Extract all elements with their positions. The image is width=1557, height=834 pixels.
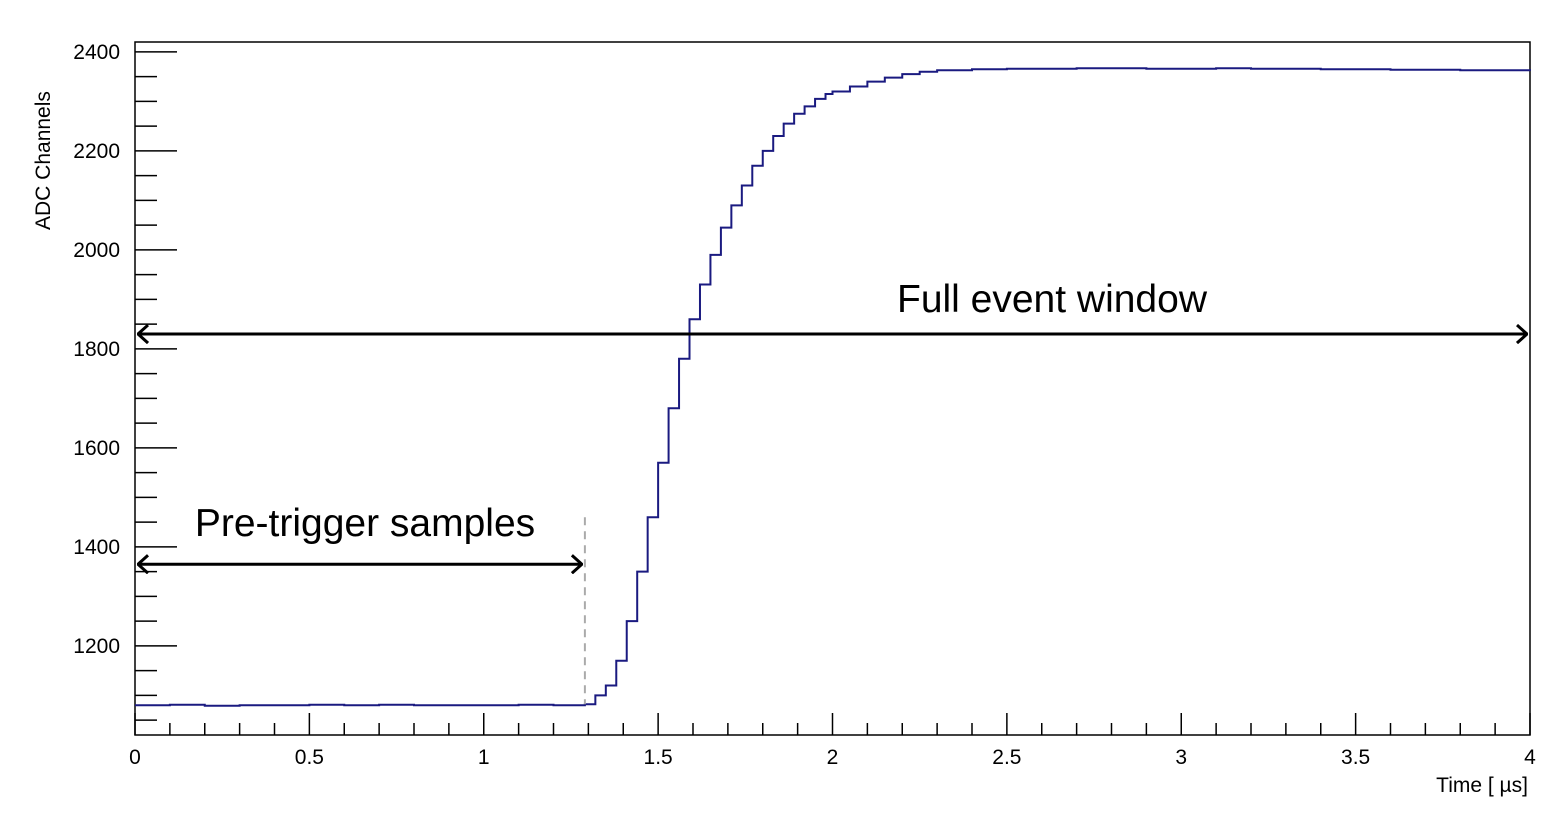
annotation-label: Full event window <box>897 278 1208 321</box>
y-axis-tick-labels: 1200 1400 1600 1800 2000 2200 2400 <box>73 41 120 658</box>
annotation-label: Pre-trigger samples <box>195 502 535 545</box>
y-tick-label: 2200 <box>73 140 120 163</box>
x-tick-label: 2 <box>827 746 839 769</box>
y-tick-label: 1400 <box>73 536 120 559</box>
x-tick-label: 0.5 <box>295 746 324 769</box>
plot-frame <box>134 41 1531 736</box>
x-axis-title: Time [ µs] <box>1436 774 1528 797</box>
x-tick-label: 0 <box>129 746 141 769</box>
annotations-layer: Full event window Pre-trigger samples <box>138 278 1527 564</box>
y-tick-label: 1600 <box>73 437 120 460</box>
y-axis-title: ADC Channels <box>32 91 55 230</box>
x-tick-label: 4 <box>1524 746 1536 769</box>
x-tick-label: 3.5 <box>1341 746 1370 769</box>
x-tick-label: 1.5 <box>644 746 673 769</box>
x-tick-label: 3 <box>1175 746 1187 769</box>
y-tick-label: 2400 <box>73 41 120 64</box>
y-tick-label: 2000 <box>73 239 120 262</box>
y-tick-label: 1800 <box>73 338 120 361</box>
y-axis-ticks <box>135 51 177 721</box>
x-tick-label: 2.5 <box>992 746 1021 769</box>
y-tick-label: 1200 <box>73 635 120 658</box>
x-axis-ticks <box>134 713 1531 735</box>
waveform-series-line <box>135 67 1531 707</box>
x-tick-label: 1 <box>478 746 490 769</box>
x-axis-tick-labels: 0 0.5 1 1.5 2 2.5 3 3.5 4 <box>129 746 1536 769</box>
